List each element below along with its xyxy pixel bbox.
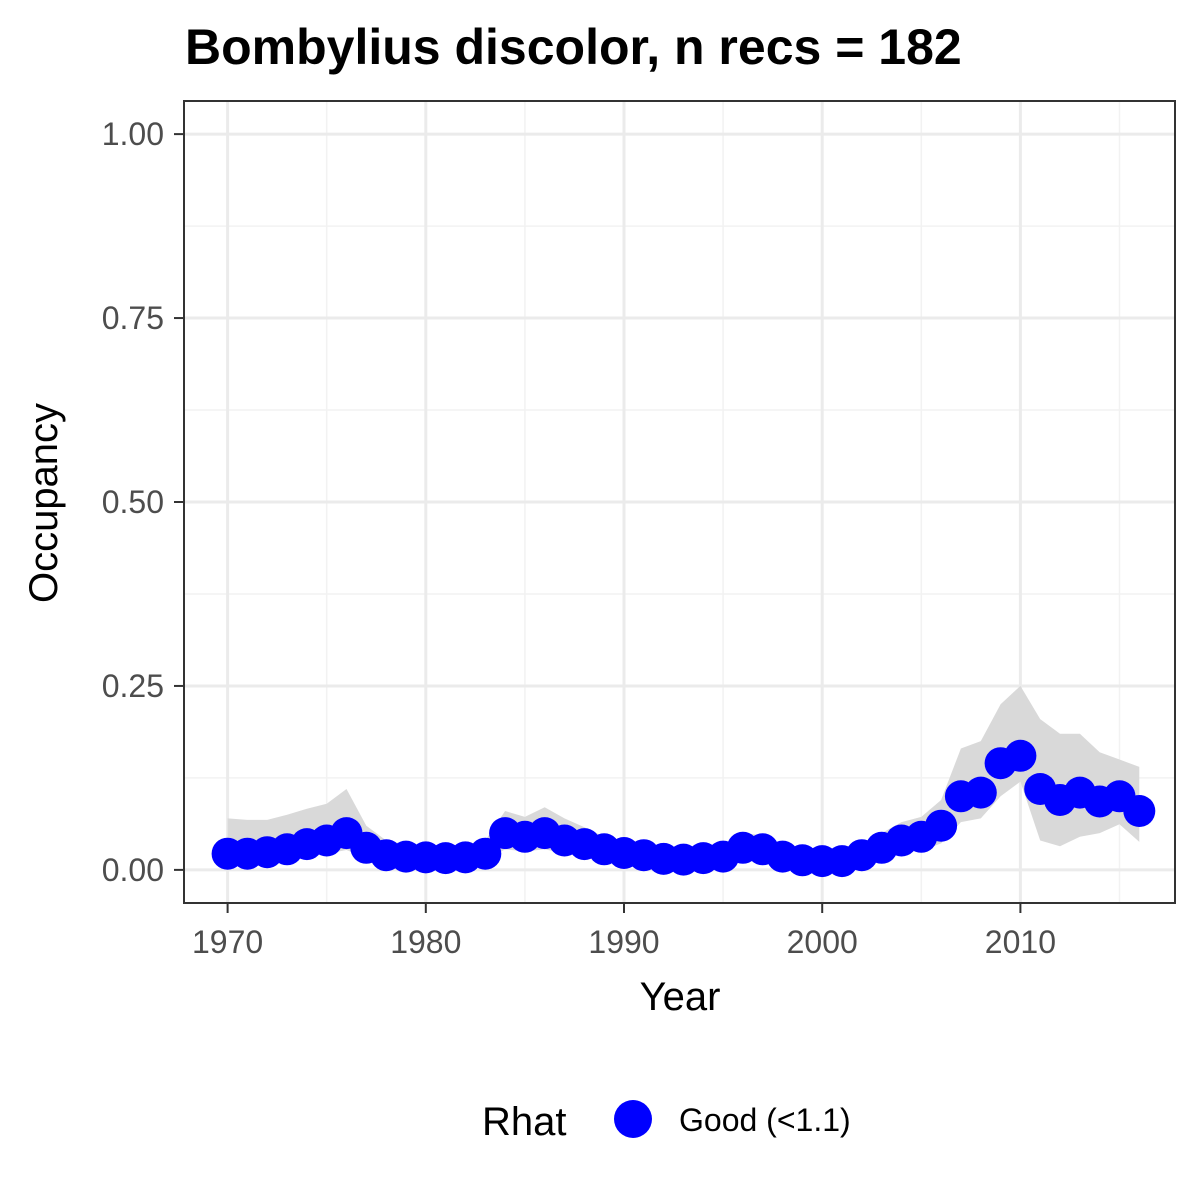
data-point xyxy=(964,776,997,809)
confidence-ribbon xyxy=(227,685,1140,866)
y-tick-label: 0.75 xyxy=(102,300,164,336)
y-tick-label: 0.50 xyxy=(102,484,164,520)
legend-label-good: Good (<1.1) xyxy=(679,1102,851,1138)
legend-title: Rhat xyxy=(482,1100,567,1144)
data-point xyxy=(1123,795,1156,827)
legend: Rhat Good (<1.1) xyxy=(482,1100,851,1144)
x-tick-label: 1980 xyxy=(390,924,461,960)
x-tick-label: 2010 xyxy=(985,924,1056,960)
legend-key-good xyxy=(614,1100,652,1138)
y-axis-title: Occupancy xyxy=(22,403,66,603)
x-tick-label: 1990 xyxy=(588,924,659,960)
data-point xyxy=(925,809,958,842)
data-point xyxy=(469,837,502,870)
x-tick-label: 1970 xyxy=(192,924,263,960)
y-tick-label: 0.25 xyxy=(102,668,164,704)
x-axis-title: Year xyxy=(640,975,721,1019)
y-tick-label: 0.00 xyxy=(102,852,164,888)
chart-title: Bombylius discolor, n recs = 182 xyxy=(185,19,962,75)
y-tick-label: 1.00 xyxy=(102,116,164,152)
axes: 1970 1980 1990 2000 2010 0.00 0.25 0.50 0.75 1.00 xyxy=(102,100,1176,960)
ribbon-area xyxy=(227,685,1140,866)
x-tick-label: 2000 xyxy=(787,924,858,960)
data-points xyxy=(211,739,1156,878)
data-point xyxy=(1004,739,1037,772)
